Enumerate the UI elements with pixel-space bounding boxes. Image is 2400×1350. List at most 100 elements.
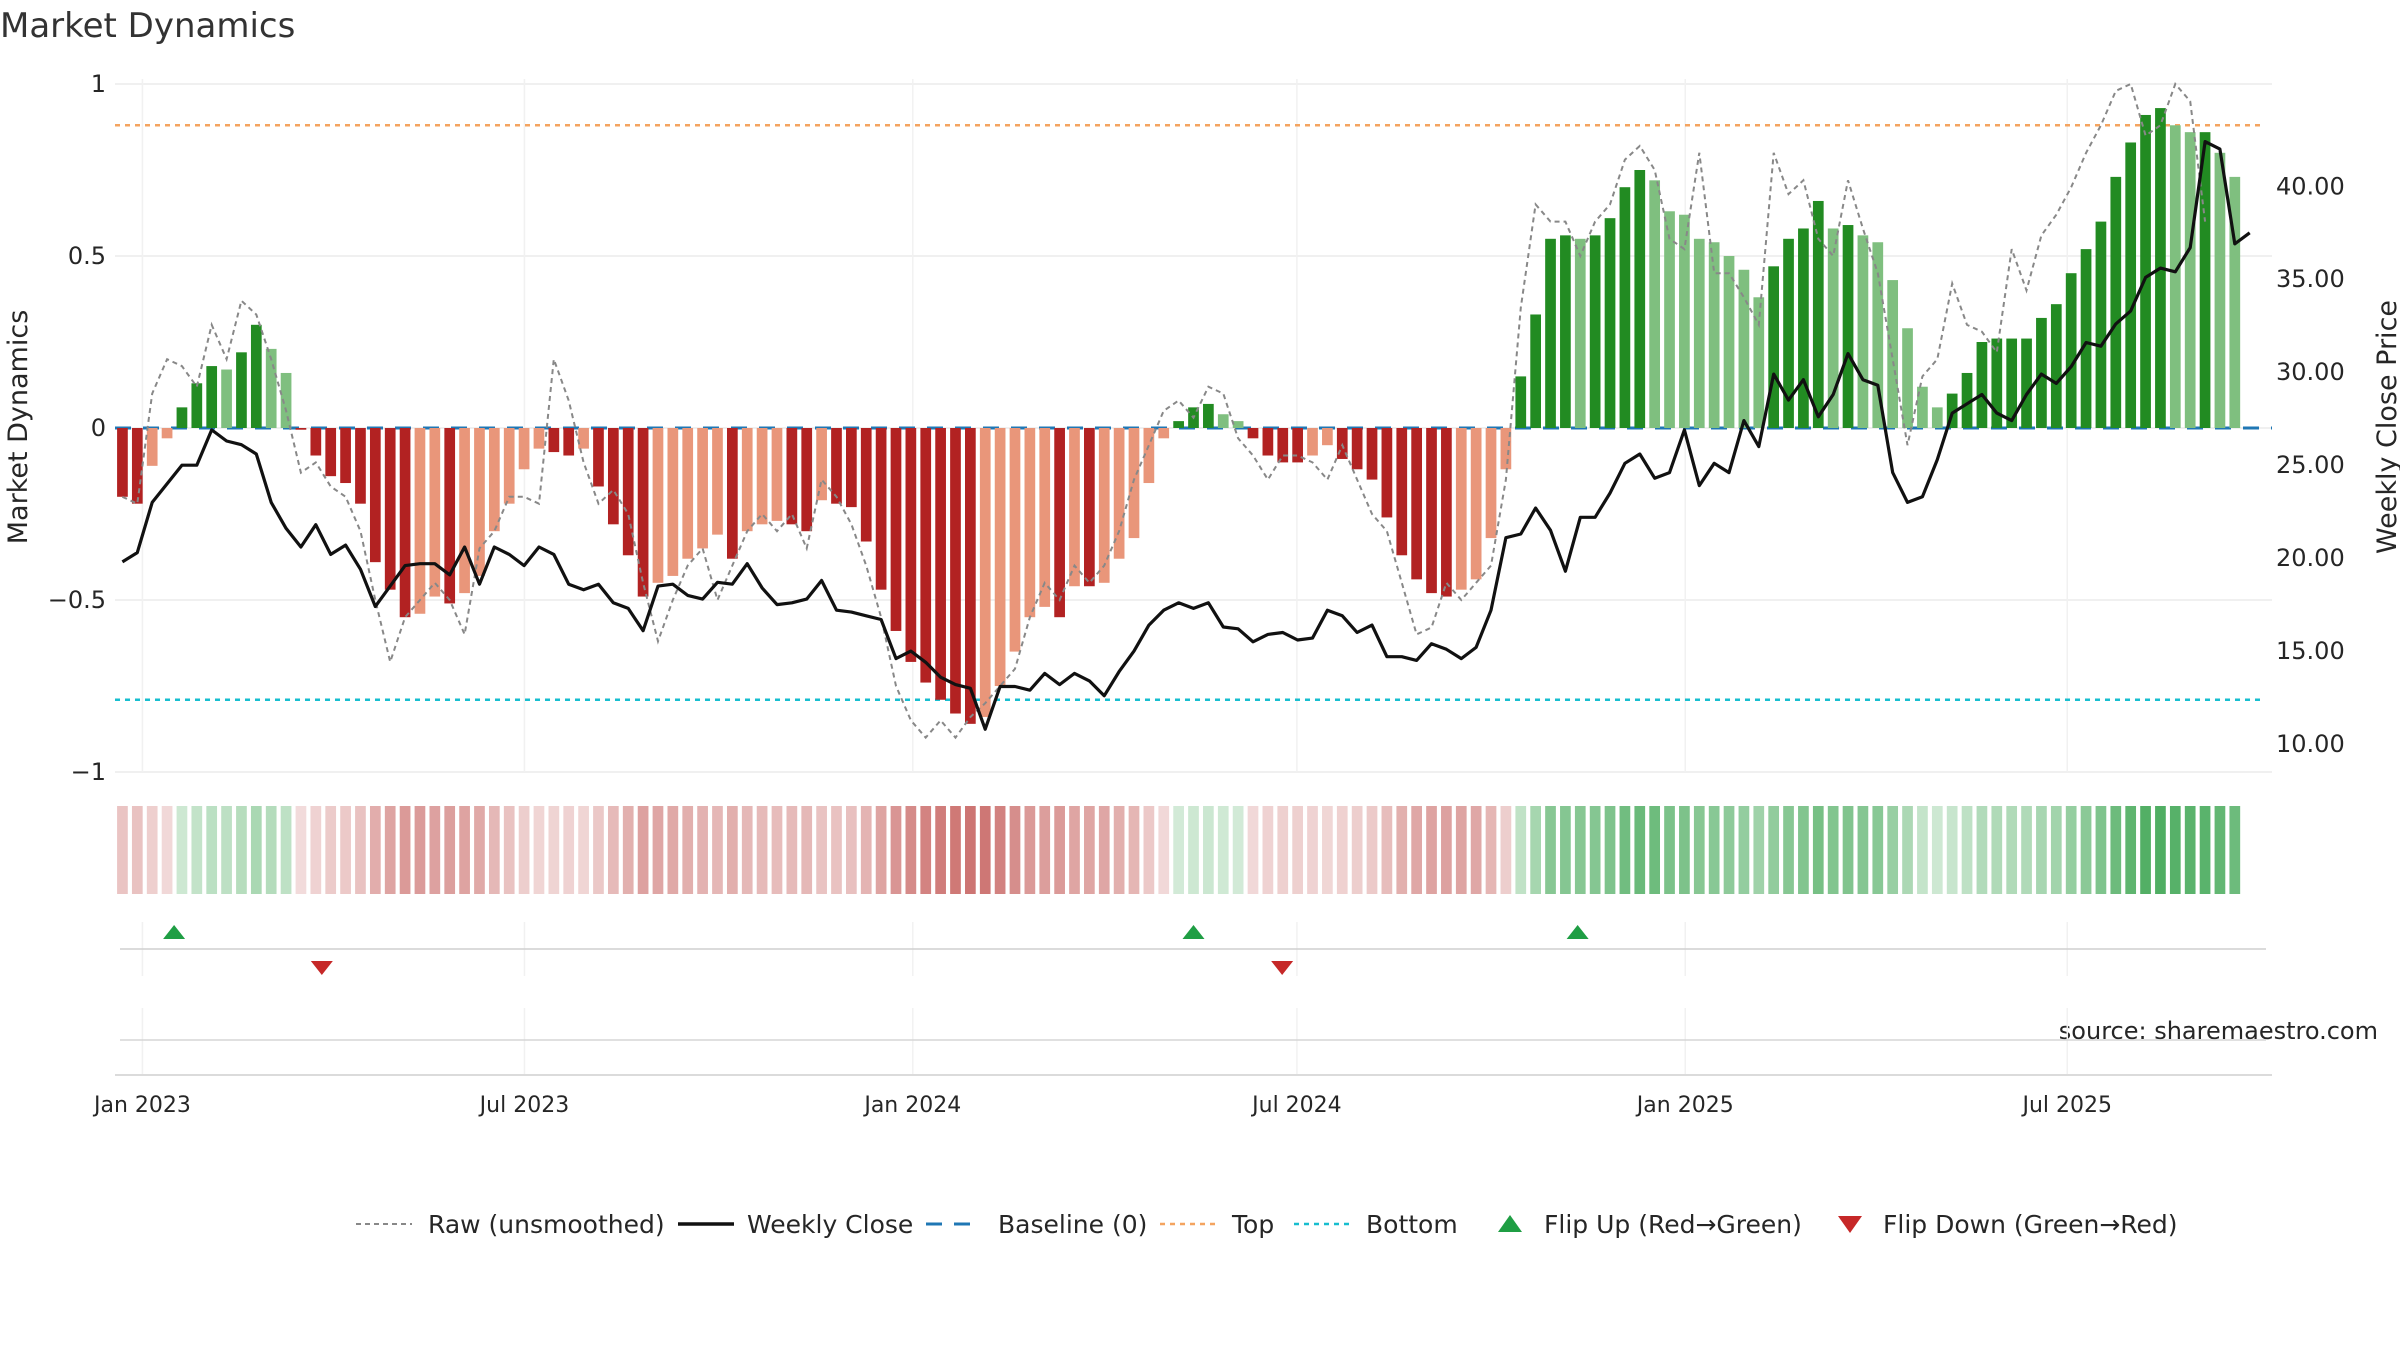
regime-cell (369, 806, 381, 894)
regime-cell (1693, 806, 1705, 894)
dynamics-bar (1515, 376, 1527, 428)
regime-cell (1217, 806, 1229, 894)
dynamics-bar (1411, 428, 1422, 580)
regime-cell (1872, 806, 1884, 894)
dynamics-bar (1679, 214, 1690, 428)
regime-cell (905, 806, 917, 894)
dynamics-bar (1039, 428, 1051, 607)
regime-cell (652, 806, 664, 894)
dynamics-bar (2140, 114, 2151, 429)
regime-cell (2006, 806, 2018, 894)
regime-cell (1961, 806, 1973, 894)
dynamics-bar (2080, 249, 2092, 428)
dynamics-bar (1113, 428, 1125, 559)
regime-cell (2095, 806, 2107, 894)
regime-cell (310, 806, 322, 894)
regime-cell (1173, 806, 1184, 894)
dynamics-bar (1054, 428, 1065, 618)
dynamics-bar (1158, 428, 1170, 439)
dynamics-bar (176, 407, 188, 428)
regime-cell (1098, 806, 1110, 894)
regime-cell (1946, 806, 1958, 894)
regime-cell (1500, 806, 1512, 894)
regime-cell (1336, 806, 1348, 894)
dynamics-bar (1946, 393, 1958, 428)
regime-cell (2169, 806, 2181, 894)
regime-cell (1411, 806, 1422, 894)
dynamics-bar (1232, 421, 1244, 428)
dynamics-bar (1381, 428, 1393, 518)
dynamics-bar (1798, 228, 1809, 428)
regime-cell (578, 806, 589, 894)
dynamics-bar (429, 428, 441, 597)
dynamics-bar (369, 428, 381, 563)
regime-cell (474, 806, 485, 894)
regime-cell (860, 806, 872, 894)
dynamics-bar (1277, 428, 1289, 463)
dynamics-bar (518, 428, 530, 470)
regime-cell (1188, 806, 1199, 894)
dynamics-bar (1470, 428, 1482, 580)
dynamics-bar (667, 428, 679, 576)
regime-cell (593, 806, 604, 894)
dynamics-bar (1441, 428, 1452, 597)
dynamics-bar (1366, 428, 1378, 480)
legend-label: Weekly Close (747, 1210, 913, 1239)
regime-cell (1054, 806, 1065, 894)
regime-cell (1976, 806, 1988, 894)
regime-cell (1470, 806, 1482, 894)
x-tick-label: Jan 2025 (1635, 1093, 1734, 1118)
regime-cell (1113, 806, 1125, 894)
dynamics-bar (578, 428, 589, 449)
dynamics-bar (652, 428, 664, 583)
dynamics-bar (414, 428, 426, 614)
regime-cell (1917, 806, 1928, 894)
x-tick-label: Jan 2023 (92, 1093, 191, 1118)
regime-cell (221, 806, 232, 894)
regime-cell (1262, 806, 1274, 894)
regime-cell (1798, 806, 1809, 894)
regime-cell (117, 806, 128, 894)
dynamics-bar (2021, 338, 2032, 428)
dynamics-bar (771, 428, 783, 521)
dynamics-bar (607, 428, 619, 525)
dynamics-bar (801, 428, 813, 532)
dynamics-bar (310, 428, 322, 456)
dynamics-bar (2125, 142, 2137, 429)
regime-cell (726, 806, 738, 894)
regime-cell (2110, 806, 2122, 894)
right-tick-label: 40.00 (2276, 172, 2345, 200)
dynamics-bar (1872, 242, 1884, 428)
regime-cell (325, 806, 337, 894)
regime-cell (697, 806, 708, 894)
left-tick-label: 1 (91, 70, 106, 98)
regime-cell (979, 806, 991, 894)
dynamics-bars (117, 108, 2241, 724)
dynamics-bar (1842, 225, 1854, 428)
regime-cell (1232, 806, 1244, 894)
regime-cell (1768, 806, 1780, 894)
dynamics-bar (250, 324, 262, 428)
regime-cell (875, 806, 887, 894)
dynamics-bar (1902, 328, 1913, 428)
legend-swatch-flip-up (1498, 1215, 1522, 1232)
dynamics-bar (548, 428, 560, 453)
left-tick-label: 0.5 (68, 242, 106, 270)
legend-label: Bottom (1366, 1210, 1458, 1239)
dynamics-bar (1917, 386, 1928, 428)
regime-cell (607, 806, 619, 894)
dynamics-bar (860, 428, 872, 542)
dynamics-bar (384, 428, 396, 590)
regime-cell (1827, 806, 1839, 894)
dynamics-bar (340, 428, 351, 484)
chart-title: Market Dynamics (0, 6, 295, 46)
dynamics-bar (682, 428, 694, 559)
regime-cell (563, 806, 575, 894)
regime-cell (1039, 806, 1051, 894)
regime-cell (1247, 806, 1259, 894)
regime-cell (801, 806, 813, 894)
regime-cell (2155, 806, 2166, 894)
regime-cell (2214, 806, 2226, 894)
dynamics-bar (295, 428, 307, 430)
dynamics-bar (1485, 428, 1497, 539)
